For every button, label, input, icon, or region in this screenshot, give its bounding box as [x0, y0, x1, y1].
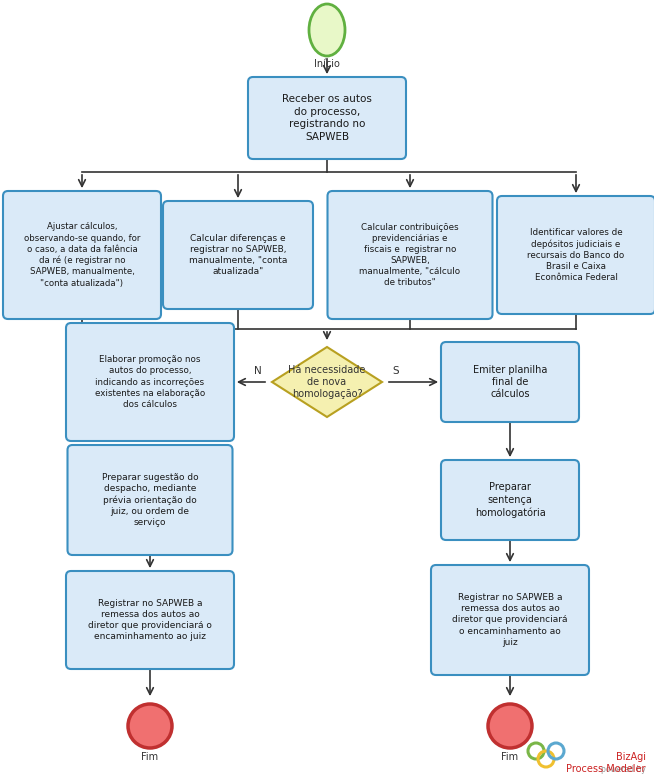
FancyBboxPatch shape	[328, 191, 492, 319]
Text: S: S	[392, 366, 399, 376]
FancyBboxPatch shape	[441, 342, 579, 422]
Ellipse shape	[128, 704, 172, 748]
FancyBboxPatch shape	[66, 323, 234, 441]
Text: powered by: powered by	[601, 765, 646, 774]
Text: Preparar sugestão do
despacho, mediante
prévia orientação do
juiz, ou ordem de
s: Preparar sugestão do despacho, mediante …	[101, 473, 198, 527]
Text: BizAgi
Process Modeler: BizAgi Process Modeler	[566, 741, 646, 774]
Text: N: N	[254, 366, 262, 376]
FancyBboxPatch shape	[67, 445, 233, 555]
FancyBboxPatch shape	[3, 191, 161, 319]
Text: Calcular diferenças e
registrar no SAPWEB,
manualmente, "conta
atualizada": Calcular diferenças e registrar no SAPWE…	[189, 234, 287, 276]
Text: Início: Início	[314, 59, 340, 69]
Text: Registrar no SAPWEB a
remessa dos autos ao
diretor que providenciará
o encaminha: Registrar no SAPWEB a remessa dos autos …	[453, 593, 568, 647]
Text: Registrar no SAPWEB a
remessa dos autos ao
diretor que providenciará o
encaminha: Registrar no SAPWEB a remessa dos autos …	[88, 599, 212, 641]
Text: Identificar valores de
depósitos judiciais e
recursais do Banco do
Brasil e Caix: Identificar valores de depósitos judicia…	[527, 228, 625, 282]
Ellipse shape	[309, 4, 345, 56]
FancyBboxPatch shape	[248, 77, 406, 159]
Text: Fim: Fim	[141, 752, 158, 762]
Text: Elaborar promoção nos
autos do processo,
indicando as incorreções
existentes na : Elaborar promoção nos autos do processo,…	[95, 355, 205, 408]
Text: Fim: Fim	[502, 752, 519, 762]
Text: Ajustar cálculos,
observando-se quando, for
o caso, a data da falência
da ré (e : Ajustar cálculos, observando-se quando, …	[24, 223, 140, 288]
Ellipse shape	[488, 704, 532, 748]
Text: Calcular contribuições
previdenciárias e
fiscais e  registrar no
SAPWEB,
manualm: Calcular contribuições previdenciárias e…	[360, 223, 460, 287]
Text: Há necessidade
de nova
homologação?: Há necessidade de nova homologação?	[288, 365, 366, 399]
Text: Emiter planilha
final de
cálculos: Emiter planilha final de cálculos	[473, 365, 547, 399]
FancyBboxPatch shape	[497, 196, 654, 314]
Text: Receber os autos
do processo,
registrando no
SAPWEB: Receber os autos do processo, registrand…	[282, 94, 372, 142]
FancyBboxPatch shape	[163, 201, 313, 309]
Text: Preparar
sentença
homologatória: Preparar sentença homologatória	[475, 482, 545, 517]
FancyBboxPatch shape	[66, 571, 234, 669]
FancyBboxPatch shape	[431, 565, 589, 675]
FancyBboxPatch shape	[441, 460, 579, 540]
Polygon shape	[272, 347, 382, 417]
